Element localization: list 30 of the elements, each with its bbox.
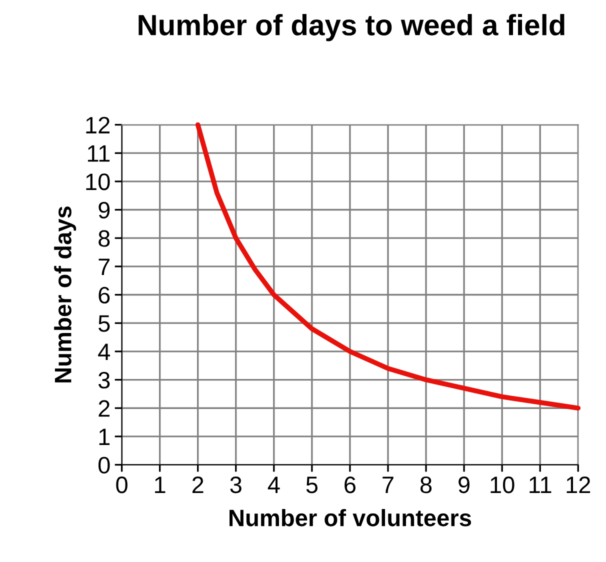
line-series [195, 122, 581, 411]
y-tick-label: 9 [98, 202, 110, 219]
x-tick-label: 3 [230, 476, 242, 494]
x-tick-label: 7 [382, 476, 394, 493]
chart-title: Number of days to weed a field [138, 14, 564, 42]
y-tick-label: 12 [86, 116, 110, 134]
x-tick-label: 6 [344, 476, 356, 494]
y-axis-title: Number of days [54, 206, 76, 382]
y-tick-label: 8 [98, 230, 110, 247]
x-tick-label: 2 [192, 476, 204, 493]
y-tick-label: 3 [98, 372, 110, 389]
y-tick-label: 0 [98, 456, 110, 474]
y-tick-label: 5 [98, 315, 110, 332]
x-tick-label: 4 [268, 476, 280, 493]
y-tick-label: 11 [88, 145, 110, 162]
y-tick-label: 1 [99, 428, 110, 445]
x-tick-label: 10 [490, 476, 514, 494]
y-tick-label: 10 [86, 174, 110, 190]
y-tick-label: 2 [98, 400, 110, 417]
y-tick-label: 7 [98, 258, 110, 275]
x-tick-label: 11 [530, 476, 552, 493]
x-tick-label: 8 [420, 476, 432, 494]
x-tick-label: 0 [116, 476, 128, 494]
x-tick-label: 9 [458, 476, 470, 494]
x-axis-title: Number of volunteers [230, 509, 472, 526]
x-tick-label: 12 [566, 476, 590, 493]
x-tick-label: 5 [306, 476, 318, 494]
y-tick-label: 6 [98, 286, 110, 304]
y-tick-label: 4 [98, 344, 110, 360]
x-tick-label: 1 [155, 476, 166, 493]
